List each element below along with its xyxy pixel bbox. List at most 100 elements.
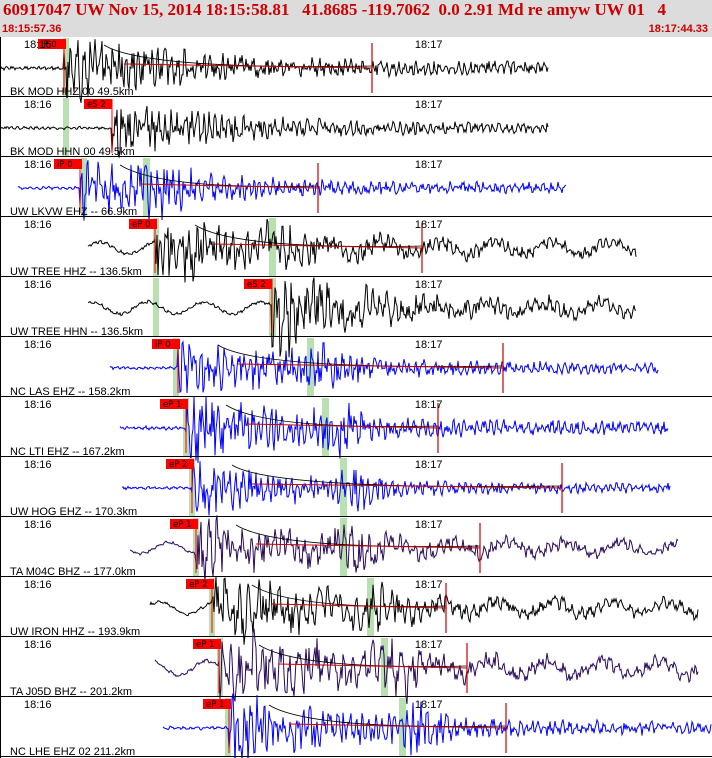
minute-label-1817: 18:17 (415, 219, 443, 231)
coda-line (251, 483, 563, 489)
minute-label-1816: 18:16 (24, 279, 52, 291)
minute-label-1816: 18:16 (24, 219, 52, 231)
coda-curve (231, 464, 563, 487)
pick-label: eP 1 (206, 700, 224, 710)
waveform (88, 277, 637, 358)
trace-row: eP 1 18:16 18:17 TA J05D BHZ -- 201.2km (0, 628, 712, 705)
window-start-time: 18:15:57.36 (2, 23, 62, 35)
pick-box (84, 99, 112, 109)
pick-label: eP 0 (132, 220, 150, 230)
coda-line (139, 183, 319, 189)
minute-label-1816: 18:16 (24, 159, 52, 171)
pick-box (193, 639, 221, 649)
pick-label: eP 2 (189, 580, 207, 590)
event-title: 60917047 UW Nov 15, 2014 18:15:58.81 41.… (3, 0, 666, 19)
minute-label-1816: 18:16 (24, 519, 52, 531)
trace-row: eP 2 18:16 18:17 UW IRON HHZ -- 193.9km (0, 576, 712, 645)
pick-box (203, 699, 231, 709)
station-label: UW IRON HHZ -- 193.9km (10, 626, 140, 638)
minute-label-1816: 18:16 (24, 99, 52, 111)
window-end-time: 18:17:44.33 (648, 23, 708, 35)
trace-row: eS 2 18:16 18:17 UW TREE HHN -- 136.5km (0, 277, 712, 358)
minute-label-1817: 18:17 (415, 639, 443, 651)
coda-line (271, 603, 447, 609)
pick-box (129, 219, 157, 229)
minute-label-1817: 18:17 (415, 279, 443, 291)
minute-label-1817: 18:17 (415, 579, 443, 591)
p-arrival-band (153, 218, 159, 276)
coda-curve (119, 164, 319, 187)
waveform (129, 515, 679, 583)
trace-row: eP 1 18:16 18:17 NC LTI EHZ -- 167.2km (0, 395, 712, 464)
pick-label: iP 0 (155, 340, 171, 350)
minute-label-1816: 18:16 (24, 699, 52, 711)
coda-curve (258, 644, 468, 667)
station-label: UW HOG EHZ -- 170.3km (10, 506, 137, 518)
pick-label: eS 2 (247, 280, 266, 290)
waveform (87, 218, 637, 283)
waveform (0, 105, 549, 159)
pick-label: iP 0 (41, 40, 57, 50)
minute-label-1816: 18:16 (24, 339, 52, 351)
station-label: TA J05D BHZ -- 201.2km (10, 686, 132, 698)
station-label: UW TREE HHN -- 136.5km (10, 326, 143, 338)
station-label: UW TREE HHZ -- 136.5km (10, 266, 142, 278)
waveform (109, 340, 659, 394)
minute-label-1817: 18:17 (415, 339, 443, 351)
waveform (119, 395, 669, 464)
pick-label: eP 1 (196, 640, 214, 650)
coda-curve (217, 344, 504, 367)
pick-label: iP 0 (57, 160, 73, 170)
minute-label-1817: 18:17 (415, 99, 443, 111)
trace-row: eP 1 18:16 18:17 NC LHE EHZ 02 211.2km (0, 693, 712, 758)
pick-box (152, 339, 180, 349)
p-arrival-band (81, 158, 87, 216)
p-arrival-band (153, 278, 159, 336)
minute-label-1817: 18:17 (415, 519, 443, 531)
coda-line (237, 363, 504, 369)
coda-curve (225, 404, 439, 427)
trace-row: iP 0 18:16 18:17 NC LAS EHZ -- 158.2km (0, 338, 712, 398)
coda-curve (251, 584, 447, 607)
station-label: BK MOD HHN 00 49.5km (10, 146, 135, 158)
pick-label: eP 1 (163, 400, 181, 410)
coda-line (245, 423, 439, 429)
coda-curve (194, 224, 423, 247)
pick-box (186, 579, 214, 589)
waveform (162, 693, 712, 758)
waveform (121, 461, 671, 516)
pick-label: eP 1 (173, 520, 191, 530)
s-arrival-band (143, 158, 150, 216)
pick-box (244, 279, 272, 289)
station-label: NC LAS EHZ -- 158.2km (10, 386, 130, 398)
coda-line (214, 243, 423, 249)
minute-label-1816: 18:16 (24, 639, 52, 651)
station-label: NC LTI EHZ -- 167.2km (10, 446, 125, 458)
coda-curve (235, 524, 481, 547)
record-header: 60917047 UW Nov 15, 2014 18:15:58.81 41.… (0, 0, 712, 37)
minute-label-1816: 18:16 (24, 39, 52, 51)
p-arrival-band (225, 698, 231, 756)
station-label: NC LHE EHZ 02 211.2km (10, 746, 135, 758)
trace-row: iP 018:16 18:17 BK MOD HHZ 00 49.5km (0, 38, 712, 105)
trace-row: eP 1 18:16 18:17 TA M04C BHZ -- 177.0km (0, 515, 712, 583)
waveform (17, 160, 567, 221)
waveform (0, 39, 549, 105)
station-label: TA M04C BHZ -- 177.0km (10, 566, 136, 578)
trace-row: eP 0 18:16 18:17 UW TREE HHZ -- 136.5km (0, 218, 712, 283)
station-label: UW LKVW EHZ -- 66.9km (10, 206, 137, 218)
minute-label-1817: 18:17 (415, 399, 443, 411)
coda-curve (268, 704, 507, 727)
trace-row: eS 2 18:16 18:17 BK MOD HHN 00 49.5km (0, 98, 712, 159)
pick-box (166, 459, 194, 469)
p-arrival-band (217, 638, 223, 696)
pick-box (170, 519, 198, 529)
minute-label-1817: 18:17 (415, 159, 443, 171)
coda-line (255, 543, 481, 549)
pick-box (160, 399, 188, 409)
coda-line (123, 63, 373, 69)
pick-box (38, 39, 66, 49)
minute-label-1817: 18:17 (415, 459, 443, 471)
minute-label-1817: 18:17 (415, 699, 443, 711)
